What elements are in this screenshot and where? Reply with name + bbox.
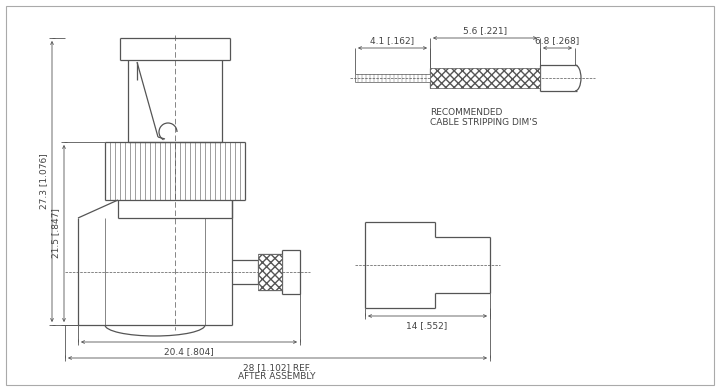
- Text: 14 [.552]: 14 [.552]: [406, 321, 448, 330]
- Text: AFTER ASSEMBLY: AFTER ASSEMBLY: [238, 372, 316, 381]
- Bar: [430, 68, 540, 88]
- Bar: [258, 254, 282, 290]
- Text: CABLE STRIPPING DIM'S: CABLE STRIPPING DIM'S: [430, 118, 538, 127]
- Text: 20.4 [.804]: 20.4 [.804]: [164, 347, 214, 356]
- Text: 5.6 [.221]: 5.6 [.221]: [463, 26, 507, 35]
- Text: RECOMMENDED: RECOMMENDED: [430, 108, 503, 117]
- Text: 4.1 [.162]: 4.1 [.162]: [370, 36, 415, 45]
- Text: 6.8 [.268]: 6.8 [.268]: [536, 36, 580, 45]
- Text: 21.5 [.847]: 21.5 [.847]: [51, 208, 60, 258]
- Text: 28 [1.102] REF.: 28 [1.102] REF.: [243, 363, 311, 372]
- Text: 27.3 [1.076]: 27.3 [1.076]: [39, 154, 48, 209]
